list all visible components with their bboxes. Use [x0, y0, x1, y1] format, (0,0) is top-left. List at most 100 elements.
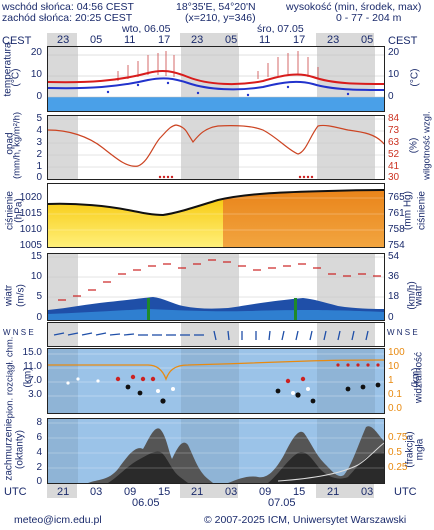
top-hour-label: 05: [90, 34, 103, 46]
precip-tick-3: 2: [36, 149, 42, 160]
vis-tick-l1: 11.0: [23, 361, 42, 372]
humid-tick-5: 30: [388, 172, 400, 183]
wind-tick-3: 0: [36, 312, 42, 323]
wind-unit-left: (m/s): [15, 284, 27, 307]
footer-email[interactable]: meteo@icm.edu.pl: [14, 514, 102, 526]
visibility-panel: [47, 348, 385, 414]
temperature-chart: [48, 47, 384, 111]
compass-right: W N S E: [387, 328, 418, 337]
bottom-hour-label: 03: [361, 486, 374, 498]
temp-tick-r0: 20: [388, 47, 400, 58]
precip-chart: [48, 116, 384, 179]
pressure-chart: [48, 184, 384, 247]
press-tick-r2: 758: [388, 224, 405, 235]
height-values: 0 - 77 - 204 m: [336, 12, 402, 24]
top-hour-label: 17: [293, 34, 306, 46]
pressure-panel: [47, 183, 385, 248]
tz-right-top: CEST: [388, 35, 418, 47]
top-hour-label: 11: [124, 34, 136, 46]
compass-left: W N S E: [3, 328, 34, 337]
temp-tick-l2: 0: [36, 91, 42, 102]
temp-tick-r1: 10: [388, 69, 400, 80]
press-tick-r1: 761: [388, 208, 405, 219]
coords-text: 18°35'E, 54°20'N: [176, 1, 256, 13]
wind-tick-2: 5: [36, 291, 42, 302]
tz-left-bottom: UTC: [4, 486, 27, 498]
cloud-tick-1: 6: [36, 432, 42, 443]
height-label: wysokość (min, środek, max): [286, 1, 422, 13]
temperature-unit-left: (°C): [10, 68, 22, 87]
clouds-unit: (oktanty): [14, 430, 26, 469]
wind-unit-right: (km/h): [406, 281, 418, 310]
bottom-hour-label: 21: [327, 486, 340, 498]
clouds-chart: [48, 419, 384, 483]
bottom-hour-label: 03: [225, 486, 238, 498]
precip-tick-0: 5: [36, 113, 42, 124]
fog-tick-1: 0.5: [388, 447, 402, 458]
wind-tick-r2: 18: [388, 291, 400, 302]
press-tick-r3: 754: [388, 240, 405, 251]
sunrise-text: wschód słońca: 04:56 CEST: [2, 1, 134, 13]
top-hour-label: 11: [259, 34, 271, 46]
visibility-chart: [48, 349, 384, 413]
precip-tick-1: 4: [36, 125, 42, 136]
fog-label: mgła: [414, 438, 426, 461]
wind-chart: [48, 254, 384, 320]
wind-label: wiatr: [3, 284, 15, 307]
top-hour-label: 17: [158, 34, 171, 46]
pressure-label-right: ciśnienie: [416, 191, 428, 230]
cloud-tick-3: 2: [36, 462, 42, 473]
cloud-extent-label: pion. rozciągł. chm.: [4, 336, 16, 419]
clouds-label: zachmurzenie: [3, 418, 15, 481]
humid-tick-0: 84: [388, 113, 400, 124]
bottom-hour-label: 03: [90, 486, 103, 498]
bottom-hour-label: 15: [293, 486, 306, 498]
humidity-label: wilgotność wzgl.: [421, 111, 433, 180]
humid-tick-1: 73: [388, 125, 400, 136]
vis-tick-r3: 0.1: [388, 389, 402, 400]
wind-direction-chart: [48, 323, 384, 346]
top-hour-label: 23: [57, 34, 70, 46]
bottom-date1: 06.05: [132, 497, 160, 509]
footer-copyright: © 2007-2025 ICM, Uniwersytet Warszawski: [204, 514, 407, 526]
top-hour-label: 05: [225, 34, 238, 46]
humidity-unit: (%): [408, 137, 420, 154]
humid-tick-2: 63: [388, 137, 400, 148]
top-axis-shading: [47, 33, 385, 46]
top-hour-label: 23: [191, 34, 204, 46]
day2-label: śro, 07.05: [257, 23, 304, 35]
temp-tick-l0: 20: [30, 47, 42, 58]
press-tick-2: 1010: [19, 224, 42, 235]
precip-tick-5: 0: [36, 172, 42, 183]
visibility-unit: (km): [410, 367, 422, 388]
vis-tick-r1: 10: [388, 361, 400, 372]
bottom-hour-label: 09: [124, 486, 137, 498]
bottom-axis-shading: [47, 484, 385, 498]
press-tick-r0: 765: [388, 192, 405, 203]
bottom-time-axis: [47, 484, 385, 498]
wind-panel: [47, 253, 385, 321]
tz-right-bottom: UTC: [394, 486, 417, 498]
fog-tick-2: 0.25: [388, 462, 408, 473]
top-hour-label: 05: [361, 34, 374, 46]
vis-tick-r2: 1: [388, 375, 394, 386]
top-time-axis: [47, 33, 385, 46]
bottom-hour-label: 21: [57, 486, 70, 498]
day1-label: wto, 06.05: [122, 23, 171, 35]
wind-direction-panel: [47, 322, 385, 347]
vis-tick-r0: 100: [388, 347, 405, 358]
cloud-tick-4: 0: [36, 476, 42, 487]
humid-tick-3: 52: [388, 149, 400, 160]
wind-tick-1: 10: [30, 271, 42, 282]
cloud-tick-2: 4: [36, 447, 42, 458]
sunset-text: zachód słońca: 20:25 CEST: [2, 12, 133, 24]
wind-tick-r3: 0: [388, 312, 394, 323]
vis-tick-l2: 7.0: [28, 375, 42, 386]
vis-tick-l0: 15.0: [22, 347, 42, 358]
cloud-tick-0: 8: [36, 417, 42, 428]
temp-tick-r2: 0: [388, 91, 394, 102]
humid-tick-4: 41: [388, 161, 400, 172]
clouds-panel: [47, 418, 385, 484]
temperature-panel: [47, 46, 385, 112]
wind-tick-r1: 36: [388, 271, 400, 282]
